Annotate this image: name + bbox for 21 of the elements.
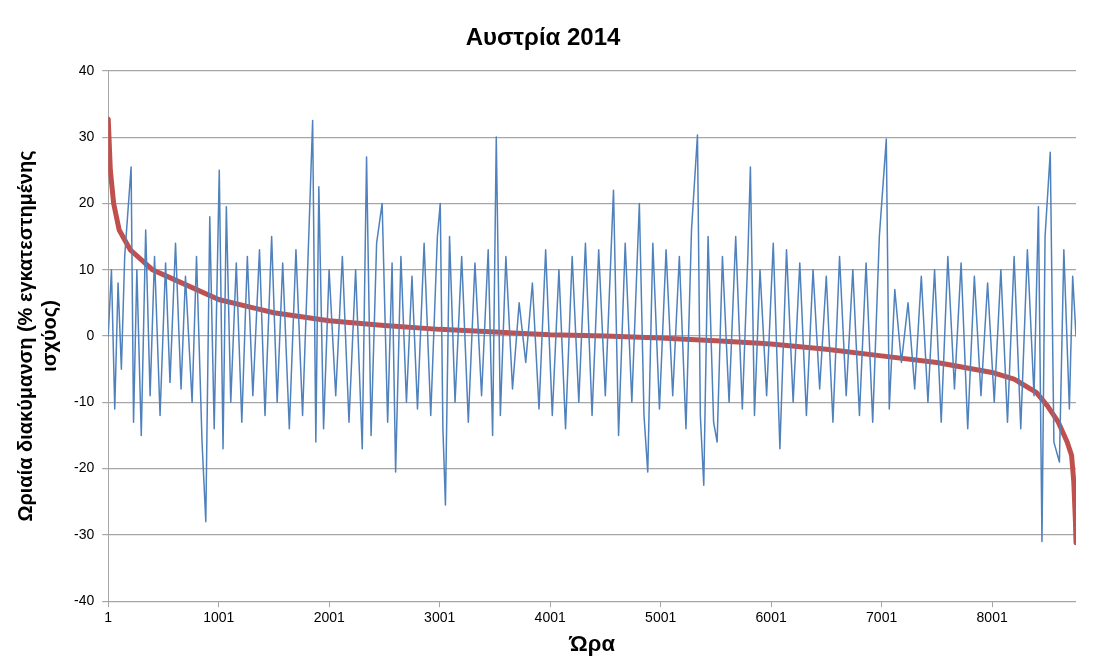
x-tick-label: 7001 [866,609,898,626]
x-tick-label: 4001 [534,609,566,626]
y-tick-label: -40 [74,592,95,609]
x-tick-label: 1 [104,609,113,626]
y-tick-label: 40 [78,61,95,78]
x-tick-label: 5001 [645,609,677,626]
x-tick-label: 2001 [313,609,345,626]
chart-title: Αυστρία 2014 [465,23,622,51]
y-tick-label: -30 [74,525,95,542]
y-tick-label: 20 [78,194,95,211]
y-tick-label: 10 [78,260,95,277]
y-tick-label: -10 [74,393,95,410]
y-axis-title: Ωριαία διακύμανση (% εγκατεστημένης ισχύος) [13,150,60,522]
x-tick-label: 1001 [203,609,235,626]
x-tick-label: 3001 [424,609,456,626]
x-axis-title: Ώρα [568,631,616,657]
y-tick-label: 0 [86,326,95,343]
y-tick-label: -20 [74,459,95,476]
y-tick-label: 30 [78,127,95,144]
x-tick-label: 6001 [755,609,787,626]
x-tick-label: 8001 [976,609,1008,626]
